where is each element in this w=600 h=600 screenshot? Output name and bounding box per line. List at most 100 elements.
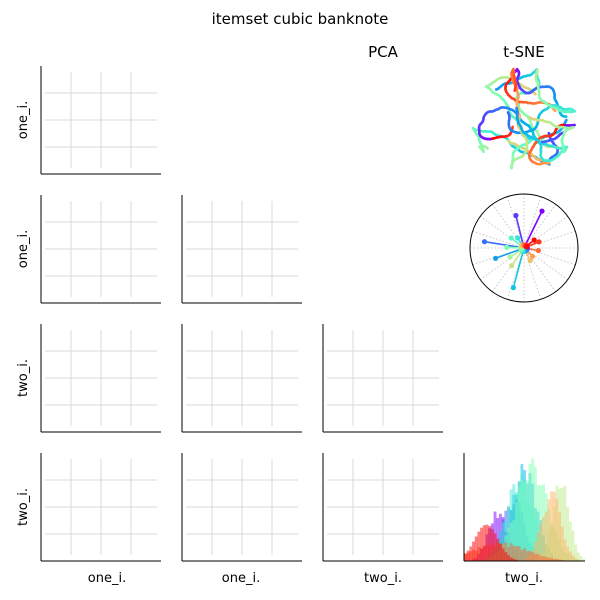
polar-point-5 <box>510 285 516 291</box>
hist-bar-9-9 <box>485 524 489 561</box>
tsne-segment-8-80 <box>513 87 517 92</box>
hist-bar-7-27 <box>533 541 537 561</box>
hist-bar-5-21 <box>517 486 521 561</box>
hist-bar-8-17 <box>507 546 510 561</box>
hist-bar-8-25 <box>528 551 532 561</box>
hist-bar-8-22 <box>520 549 524 561</box>
hist-bar-4-15 <box>501 522 505 561</box>
tsne-segment-9-80 <box>528 116 533 120</box>
hist-bar-9-3 <box>469 546 473 561</box>
hist-bar-9-14 <box>498 543 502 561</box>
polar-point-13 <box>535 247 542 254</box>
hist-bar-7-42 <box>574 558 578 561</box>
col-2-xlabel: one_i. <box>222 571 260 586</box>
col-4-xlabel: two_i. <box>505 571 543 586</box>
polar-point-11 <box>527 258 533 264</box>
hist-bar-9-18 <box>509 557 513 561</box>
histogram-panel <box>463 453 586 562</box>
hist-bar-5-28 <box>536 485 540 561</box>
hist-bar-8-32 <box>547 557 551 561</box>
row-1-ylabel: one_i. <box>16 101 31 139</box>
panel-row1-col1 <box>40 66 161 175</box>
hist-bar-7-28 <box>536 532 540 561</box>
hist-bar-6-38 <box>563 485 567 561</box>
hist-bar-8-36 <box>558 559 561 561</box>
panel-row2-col1 <box>40 195 161 304</box>
scatter-matrix <box>40 66 443 562</box>
hist-bar-9-16 <box>504 552 508 561</box>
polar-spoke-3 <box>484 240 525 249</box>
hist-bar-8-37 <box>560 559 564 561</box>
polar-spoke-1 <box>523 210 543 249</box>
polar-point-14 <box>536 239 542 245</box>
hist-bar-8-29 <box>539 556 543 561</box>
hist-bar-7-38 <box>563 539 567 561</box>
hist-bar-6-40 <box>568 521 572 561</box>
panel-row3-col2 <box>181 324 302 433</box>
hist-bar-8-16 <box>504 542 508 561</box>
polar-point-9 <box>507 254 513 260</box>
polar-gridline-4 <box>523 247 557 292</box>
polar-gridline-3 <box>523 247 568 281</box>
panel-row4-col2 <box>181 453 302 562</box>
hist-bar-8-31 <box>544 556 548 561</box>
hist-bar-5-25 <box>528 463 532 561</box>
hist-bar-8-28 <box>536 553 540 561</box>
polar-point-7 <box>508 235 514 241</box>
tsne-segment-7-80 <box>535 70 539 76</box>
polar-point-1 <box>539 208 545 214</box>
polar-point-2 <box>513 212 519 219</box>
hist-bar-7-41 <box>571 555 575 561</box>
hist-bar-8-26 <box>531 552 535 561</box>
hist-bar-8-21 <box>517 546 521 561</box>
polar-point-4 <box>493 255 499 261</box>
row-4-ylabel: two_i. <box>16 488 31 526</box>
hist-bar-8-27 <box>533 554 537 561</box>
tsne-segment-2-80 <box>484 145 490 150</box>
hist-bar-5-18 <box>509 522 513 561</box>
hist-bar-6-42 <box>574 544 578 561</box>
hist-bar-9-15 <box>501 548 505 561</box>
panel-row4-col1 <box>40 453 161 562</box>
panel-row2-col2 <box>181 195 302 304</box>
polar-point-10 <box>509 263 515 269</box>
hist-bar-6-45 <box>582 559 586 561</box>
polar-star-plot <box>469 193 579 303</box>
tsne-segment-1-80 <box>532 91 537 96</box>
hist-bar-7-36 <box>558 512 561 561</box>
col-1-xlabel: one_i. <box>88 571 126 586</box>
hist-bar-6-37 <box>560 487 564 561</box>
hist-bar-5-24 <box>525 480 529 561</box>
hist-bar-9-4 <box>472 541 475 561</box>
hist-bar-7-37 <box>560 526 564 561</box>
hist-bar-7-33 <box>550 491 553 561</box>
hist-bar-7-40 <box>568 551 572 561</box>
column-title-pca: PCA <box>368 43 399 61</box>
column-title-tsne: t-SNE <box>503 43 545 61</box>
hist-bar-8-35 <box>555 558 559 561</box>
hist-bar-9-11 <box>490 529 494 561</box>
hist-bar-7-30 <box>541 516 545 561</box>
hist-bar-8-19 <box>512 545 516 561</box>
figure-title: itemset cubic banknote <box>212 10 389 28</box>
hist-bar-8-30 <box>541 555 545 561</box>
polar-point-12 <box>529 253 536 259</box>
hist-bar-7-35 <box>555 499 559 561</box>
row-2-ylabel: one_i. <box>16 230 31 268</box>
hist-bar-9-2 <box>466 550 470 561</box>
hist-bar-8-23 <box>523 548 527 561</box>
hist-bar-5-19 <box>512 519 516 561</box>
panel-row3-col1 <box>40 324 161 433</box>
hist-bar-9-19 <box>512 558 516 561</box>
hist-bar-8-33 <box>550 557 553 561</box>
hist-bar-9-5 <box>474 536 478 561</box>
polar-point-15 <box>531 237 537 243</box>
hist-bar-6-43 <box>576 552 580 561</box>
panel-row3-col3 <box>322 324 443 433</box>
hist-bar-9-17 <box>507 555 510 561</box>
hist-bar-9-7 <box>480 527 484 561</box>
panel-row4-col3 <box>322 453 443 562</box>
hist-bar-7-39 <box>566 547 570 561</box>
tsne-embedding <box>471 67 577 170</box>
hist-bar-9-13 <box>496 538 500 561</box>
